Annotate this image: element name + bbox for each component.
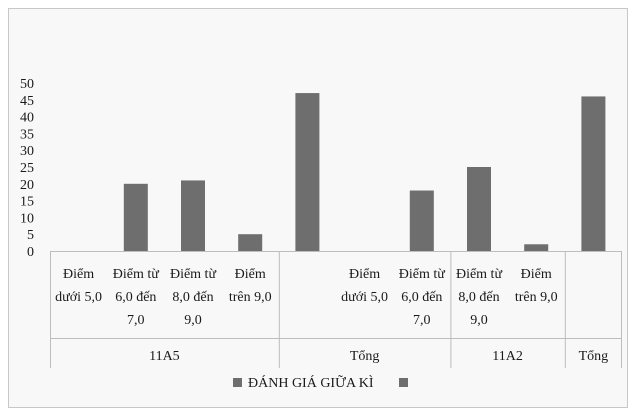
- y-tick-label: 15: [20, 195, 34, 210]
- category-label: 7,0: [127, 313, 145, 328]
- category-label: Điểm: [521, 267, 552, 282]
- category-label: Điểm từ: [170, 267, 216, 282]
- bar: [467, 167, 491, 251]
- bar: [123, 183, 148, 251]
- bar: [581, 96, 606, 251]
- bar: [409, 190, 434, 251]
- category-labels: Điểm dưới 5,0 Điểm từ 6,0 đến 7,0 Điểm từ 8,0 …: [50, 251, 622, 368]
- y-tick-label: 20: [20, 178, 34, 193]
- category-label: trên 9,0: [515, 290, 558, 305]
- category-label: 8,0 đến: [458, 290, 499, 305]
- y-tick-label: 30: [20, 144, 34, 159]
- category-label: dưới 5,0: [341, 290, 388, 305]
- legend-swatch-extra: [399, 378, 408, 387]
- category-label: Điểm: [63, 267, 94, 282]
- category-label: 7,0: [413, 313, 431, 328]
- legend-swatch: [233, 378, 242, 387]
- y-tick-label: 25: [20, 161, 34, 176]
- y-tick-label: 10: [20, 211, 34, 226]
- category-label: trên 9,0: [229, 290, 272, 305]
- category-label: Điểm: [349, 267, 380, 282]
- y-tick-label: 50: [20, 77, 34, 92]
- group-label: 11A5: [149, 349, 180, 364]
- legend: ĐÁNH GIÁ GIỮA KÌ: [233, 374, 408, 391]
- y-tick-label: 35: [20, 127, 34, 142]
- group-label: Tổng: [579, 349, 609, 364]
- category-label: dưới 5,0: [55, 290, 102, 305]
- category-label: Điểm từ: [399, 267, 445, 282]
- category-label: 6,0 đến: [401, 290, 442, 305]
- bar: [295, 93, 320, 251]
- y-tick-label: 5: [27, 228, 34, 243]
- category-label: Điểm: [235, 267, 266, 282]
- category-label: Điểm từ: [456, 267, 502, 282]
- category-label: 8,0 đến: [172, 290, 213, 305]
- category-label: 9,0: [184, 313, 202, 328]
- bar: [181, 180, 205, 251]
- bar: [238, 234, 263, 251]
- bar: [524, 244, 549, 251]
- y-tick-label: 40: [20, 111, 34, 126]
- category-label: 6,0 đến: [115, 290, 156, 305]
- y-tick-label: 45: [20, 94, 34, 109]
- legend-label: ĐÁNH GIÁ GIỮA KÌ: [248, 374, 374, 391]
- bars: [123, 93, 606, 251]
- category-label: 9,0: [470, 313, 488, 328]
- category-label: Điểm từ: [113, 267, 159, 282]
- group-label: 11A2: [492, 349, 523, 364]
- group-labels: 11A5 Tổng 11A2 Tổng: [149, 251, 608, 368]
- y-tick-label: 0: [27, 245, 34, 260]
- group-label: Tổng: [350, 349, 380, 364]
